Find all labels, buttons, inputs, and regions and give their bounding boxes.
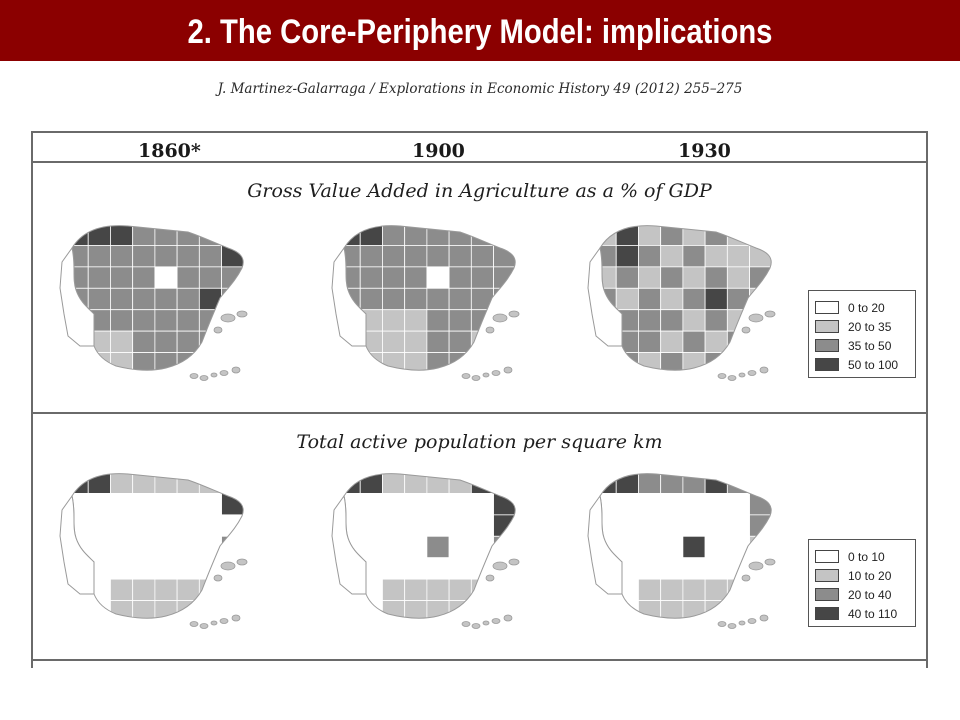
legend-item: 20 to 40 [815,587,915,603]
legend-swatch [815,339,839,352]
year-label-1860: 1860* [138,140,201,162]
legend-label: 0 to 20 [848,301,885,315]
map-agriculture-1860 [59,225,248,381]
legend-swatch [815,301,839,314]
legend-swatch [815,588,839,601]
legend-item: 40 to 110 [815,606,915,622]
legend-item: 0 to 10 [815,549,915,565]
legend-item: 35 to 50 [815,338,915,354]
legend-item: 10 to 20 [815,568,915,584]
legend-label: 20 to 40 [848,588,892,602]
panel-title-agriculture: Gross Value Added in Agriculture as a % … [247,180,712,202]
legend-agriculture: 0 to 20 20 to 35 35 to 50 50 to 100 [808,290,916,378]
legend-label: 10 to 20 [848,569,892,583]
legend-label: 0 to 10 [848,550,885,564]
map-population-1900 [331,473,520,629]
figure-bottom-rule [31,659,928,661]
legend-label: 50 to 100 [848,358,899,372]
legend-item: 20 to 35 [815,319,915,335]
map-agriculture-1930 [587,225,776,381]
year-label-1930: 1930 [678,140,731,162]
panel-divider [31,412,928,414]
legend-swatch [815,550,839,563]
title-bar [0,0,960,61]
map-population-1930 [587,473,776,629]
slide-title: 2. The Core-Periphery Model: implication… [187,13,773,51]
legend-swatch [815,358,839,371]
map-population-1860 [59,473,248,629]
map-agriculture-1900 [331,225,520,381]
header-divider [31,161,928,163]
figure-frame [31,131,928,668]
legend-swatch [815,607,839,620]
legend-swatch [815,320,839,333]
legend-population: 0 to 10 10 to 20 20 to 40 40 to 110 [808,539,916,627]
panel-title-population: Total active population per square km [296,431,663,453]
legend-label: 20 to 35 [848,320,892,334]
legend-swatch [815,569,839,582]
year-label-1900: 1900 [412,140,465,162]
legend-item: 0 to 20 [815,300,915,316]
citation: J. Martinez-Galarraga / Explorations in … [217,81,743,97]
legend-item: 50 to 100 [815,357,915,373]
legend-label: 35 to 50 [848,339,892,353]
legend-label: 40 to 110 [848,607,898,621]
